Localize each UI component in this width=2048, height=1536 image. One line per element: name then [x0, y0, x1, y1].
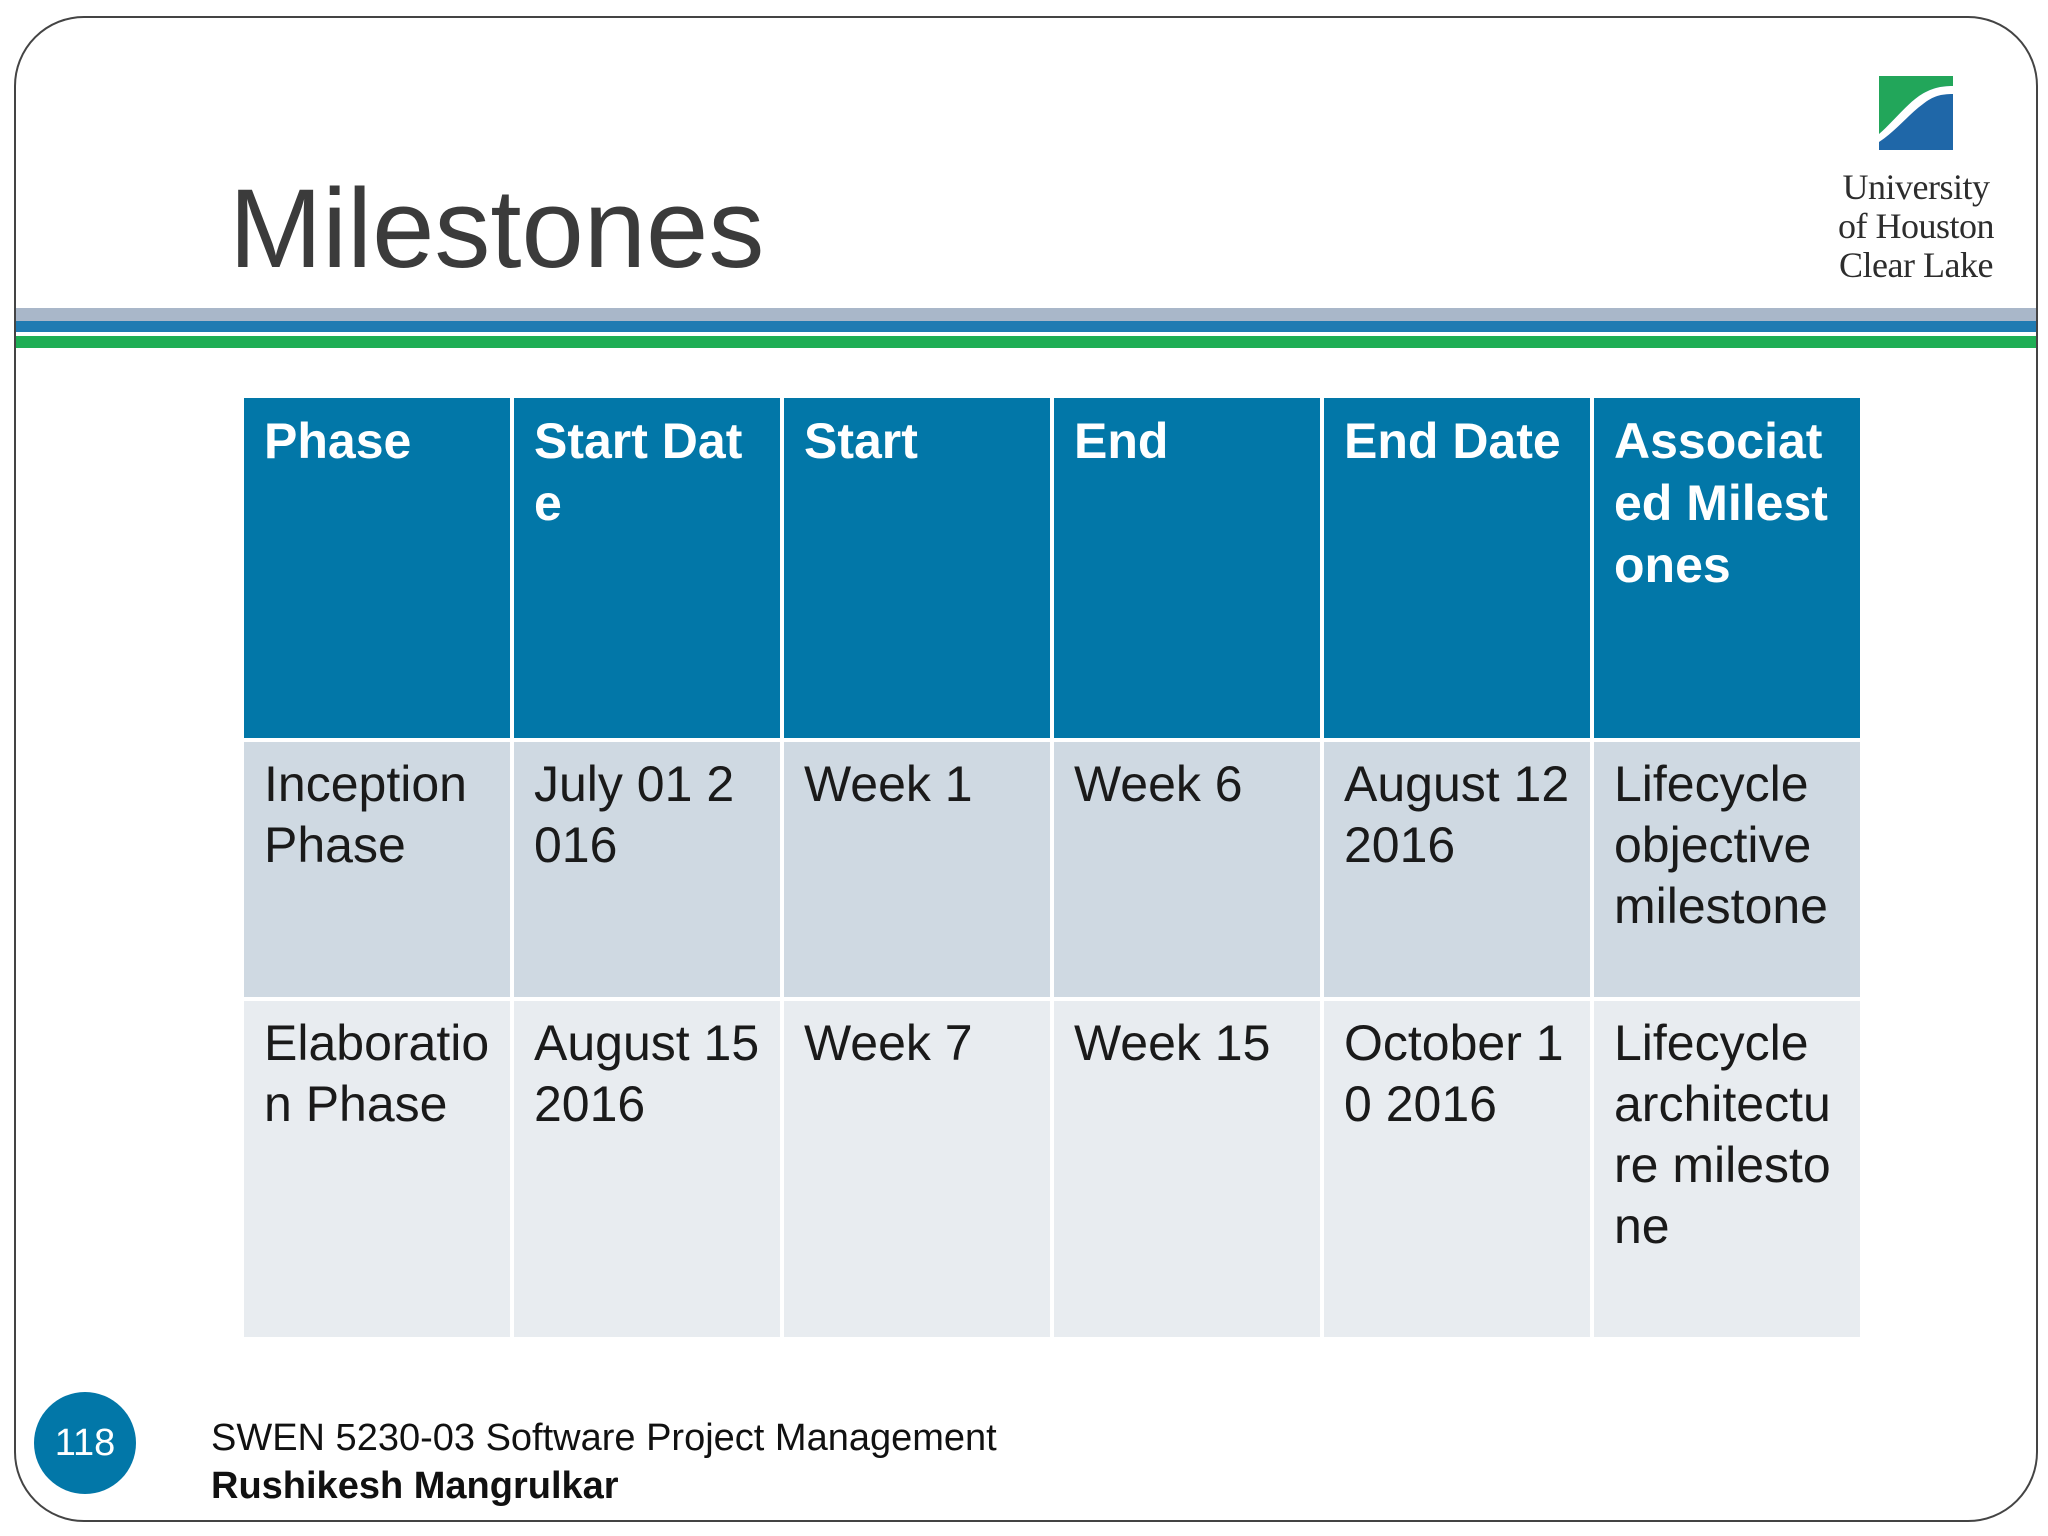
- table-row: Elaboration Phase August 15 2016 Week 7 …: [244, 1001, 1860, 1337]
- uhcl-logo-icon: [1879, 76, 1953, 150]
- cell-phase: Inception Phase: [244, 742, 510, 997]
- university-logo: University of Houston Clear Lake: [1821, 76, 2011, 285]
- column-header-end-date: End Date: [1324, 398, 1590, 738]
- table-header-row: Phase Start Date Start End End Date Asso…: [244, 398, 1860, 738]
- page-title: Milestones: [229, 166, 765, 291]
- divider-gray: [16, 308, 2036, 321]
- footer-course: SWEN 5230-03 Software Project Management: [211, 1417, 997, 1459]
- cell-start: Week 7: [784, 1001, 1050, 1337]
- cell-associated-milestone: Lifecycle architecture milestone: [1594, 1001, 1860, 1337]
- divider-blue: [16, 321, 2036, 332]
- cell-associated-milestone: Lifecycle objective milestone: [1594, 742, 1860, 997]
- cell-end: Week 6: [1054, 742, 1320, 997]
- cell-end-date: August 12 2016: [1324, 742, 1590, 997]
- logo-line-2: of Houston: [1838, 206, 1995, 246]
- column-header-end: End: [1054, 398, 1320, 738]
- cell-phase: Elaboration Phase: [244, 1001, 510, 1337]
- divider-green: [16, 336, 2036, 348]
- column-header-phase: Phase: [244, 398, 510, 738]
- cell-end-date: October 10 2016: [1324, 1001, 1590, 1337]
- cell-start-date: July 01 2016: [514, 742, 780, 997]
- footer-author: Rushikesh Mangrulkar: [211, 1465, 619, 1507]
- column-header-start-date: Start Date: [514, 398, 780, 738]
- logo-line-1: University: [1842, 167, 1990, 207]
- milestones-table: Phase Start Date Start End End Date Asso…: [240, 394, 1864, 1341]
- cell-start: Week 1: [784, 742, 1050, 997]
- cell-start-date: August 15 2016: [514, 1001, 780, 1337]
- column-header-start: Start: [784, 398, 1050, 738]
- table-row: Inception Phase July 01 2016 Week 1 Week…: [244, 742, 1860, 997]
- cell-end: Week 15: [1054, 1001, 1320, 1337]
- column-header-associated-milestones: Associated Milestones: [1594, 398, 1860, 738]
- footer: SWEN 5230-03 Software Project Management…: [211, 1414, 997, 1510]
- logo-line-3: Clear Lake: [1839, 245, 1993, 285]
- page-number-badge: 118: [34, 1392, 136, 1494]
- slide: Milestones University of Houston Clear L…: [14, 16, 2038, 1522]
- milestones-table-wrapper: Phase Start Date Start End End Date Asso…: [240, 394, 1864, 1341]
